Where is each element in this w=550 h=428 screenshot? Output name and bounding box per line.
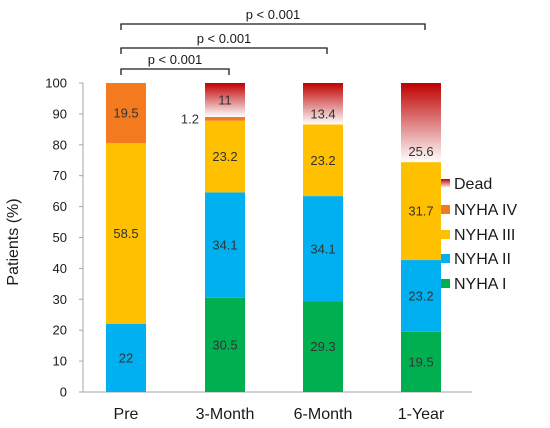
data-label-dead-1-year: 25.6	[408, 144, 433, 159]
legend-swatch-nyha-iii	[441, 230, 450, 239]
legend-label-nyha-iv: NYHA IV	[454, 202, 517, 219]
bar-nyha-i-1-year	[401, 331, 441, 392]
y-tick-label: 70	[53, 168, 67, 183]
legend-label-nyha-iii: NYHA III	[454, 227, 515, 244]
data-label-nyha-ii-pre: 22	[119, 351, 133, 366]
data-label-nyha-iv-3-month: 1.2	[181, 111, 199, 126]
y-tick-label: 20	[53, 323, 67, 338]
legend-swatch-dead	[441, 179, 450, 188]
x-tick-label-1-year: 1-Year	[398, 406, 445, 423]
data-label-dead-3-month: 11	[218, 92, 232, 107]
bar-dead-1-year	[401, 83, 441, 163]
significance-bracket	[120, 68, 230, 75]
x-tick-label-3-month: 3-Month	[196, 406, 255, 423]
y-tick-label: 90	[53, 106, 67, 121]
data-label-nyha-iii-3-month: 23.2	[212, 149, 237, 164]
legend-swatch-nyha-i	[441, 279, 450, 288]
data-label-nyha-iii-6-month: 23.2	[310, 153, 335, 168]
data-label-nyha-ii-1-year: 23.2	[408, 288, 433, 303]
x-tick-label-pre: Pre	[114, 406, 139, 423]
legend-swatch-nyha-iv	[441, 205, 450, 214]
y-tick-label: 80	[53, 137, 67, 152]
significance-label: p < 0.001	[246, 7, 301, 22]
data-label-nyha-ii-6-month: 34.1	[310, 241, 335, 256]
data-label-nyha-iii-1-year: 31.7	[408, 204, 433, 219]
bar-nyha-i-6-month	[303, 301, 343, 392]
y-tick-label: 100	[45, 76, 67, 91]
data-label-nyha-i-6-month: 29.3	[310, 339, 335, 354]
data-label-nyha-ii-3-month: 34.1	[212, 238, 237, 253]
bar-nyha-iv-pre	[106, 83, 146, 144]
bar-nyha-ii-pre	[106, 324, 146, 392]
significance-label: p < 0.001	[148, 52, 203, 67]
bar-nyha-iii-3-month	[205, 120, 245, 193]
legend-label-nyha-ii: NYHA II	[454, 251, 511, 268]
y-tick-label: 40	[53, 261, 67, 276]
bar-dead-3-month	[205, 83, 245, 117]
bar-nyha-iv-3-month	[205, 116, 245, 121]
data-label-nyha-i-3-month: 30.5	[212, 337, 237, 352]
bar-nyha-iii-pre	[106, 143, 146, 325]
y-tick-label: 0	[60, 385, 67, 400]
y-tick-label: 10	[53, 354, 67, 369]
significance-bracket	[120, 47, 328, 54]
bar-nyha-ii-1-year	[401, 260, 441, 332]
data-label-nyha-iii-pre: 58.5	[113, 226, 138, 241]
legend-label-nyha-i: NYHA I	[454, 276, 506, 293]
bar-nyha-iii-1-year	[401, 162, 441, 261]
bar-nyha-ii-3-month	[205, 192, 245, 298]
y-axis-title: Patients (%)	[5, 198, 22, 285]
data-label-nyha-iv-pre: 19.5	[113, 106, 138, 121]
legend-label-dead: Dead	[454, 176, 492, 193]
data-label-dead-6-month: 13.4	[310, 106, 335, 121]
y-tick-label: 50	[53, 230, 67, 245]
y-tick-label: 30	[53, 292, 67, 307]
bar-nyha-ii-6-month	[303, 196, 343, 302]
x-tick-label-6-month: 6-Month	[294, 406, 353, 423]
legend-swatch-nyha-ii	[441, 254, 450, 263]
data-label-nyha-i-1-year: 19.5	[408, 354, 433, 369]
bar-dead-6-month	[303, 83, 343, 125]
bar-nyha-iii-6-month	[303, 124, 343, 197]
bar-nyha-i-3-month	[205, 297, 245, 392]
significance-bracket	[120, 23, 426, 30]
significance-label: p < 0.001	[197, 31, 252, 46]
y-tick-label: 60	[53, 199, 67, 214]
